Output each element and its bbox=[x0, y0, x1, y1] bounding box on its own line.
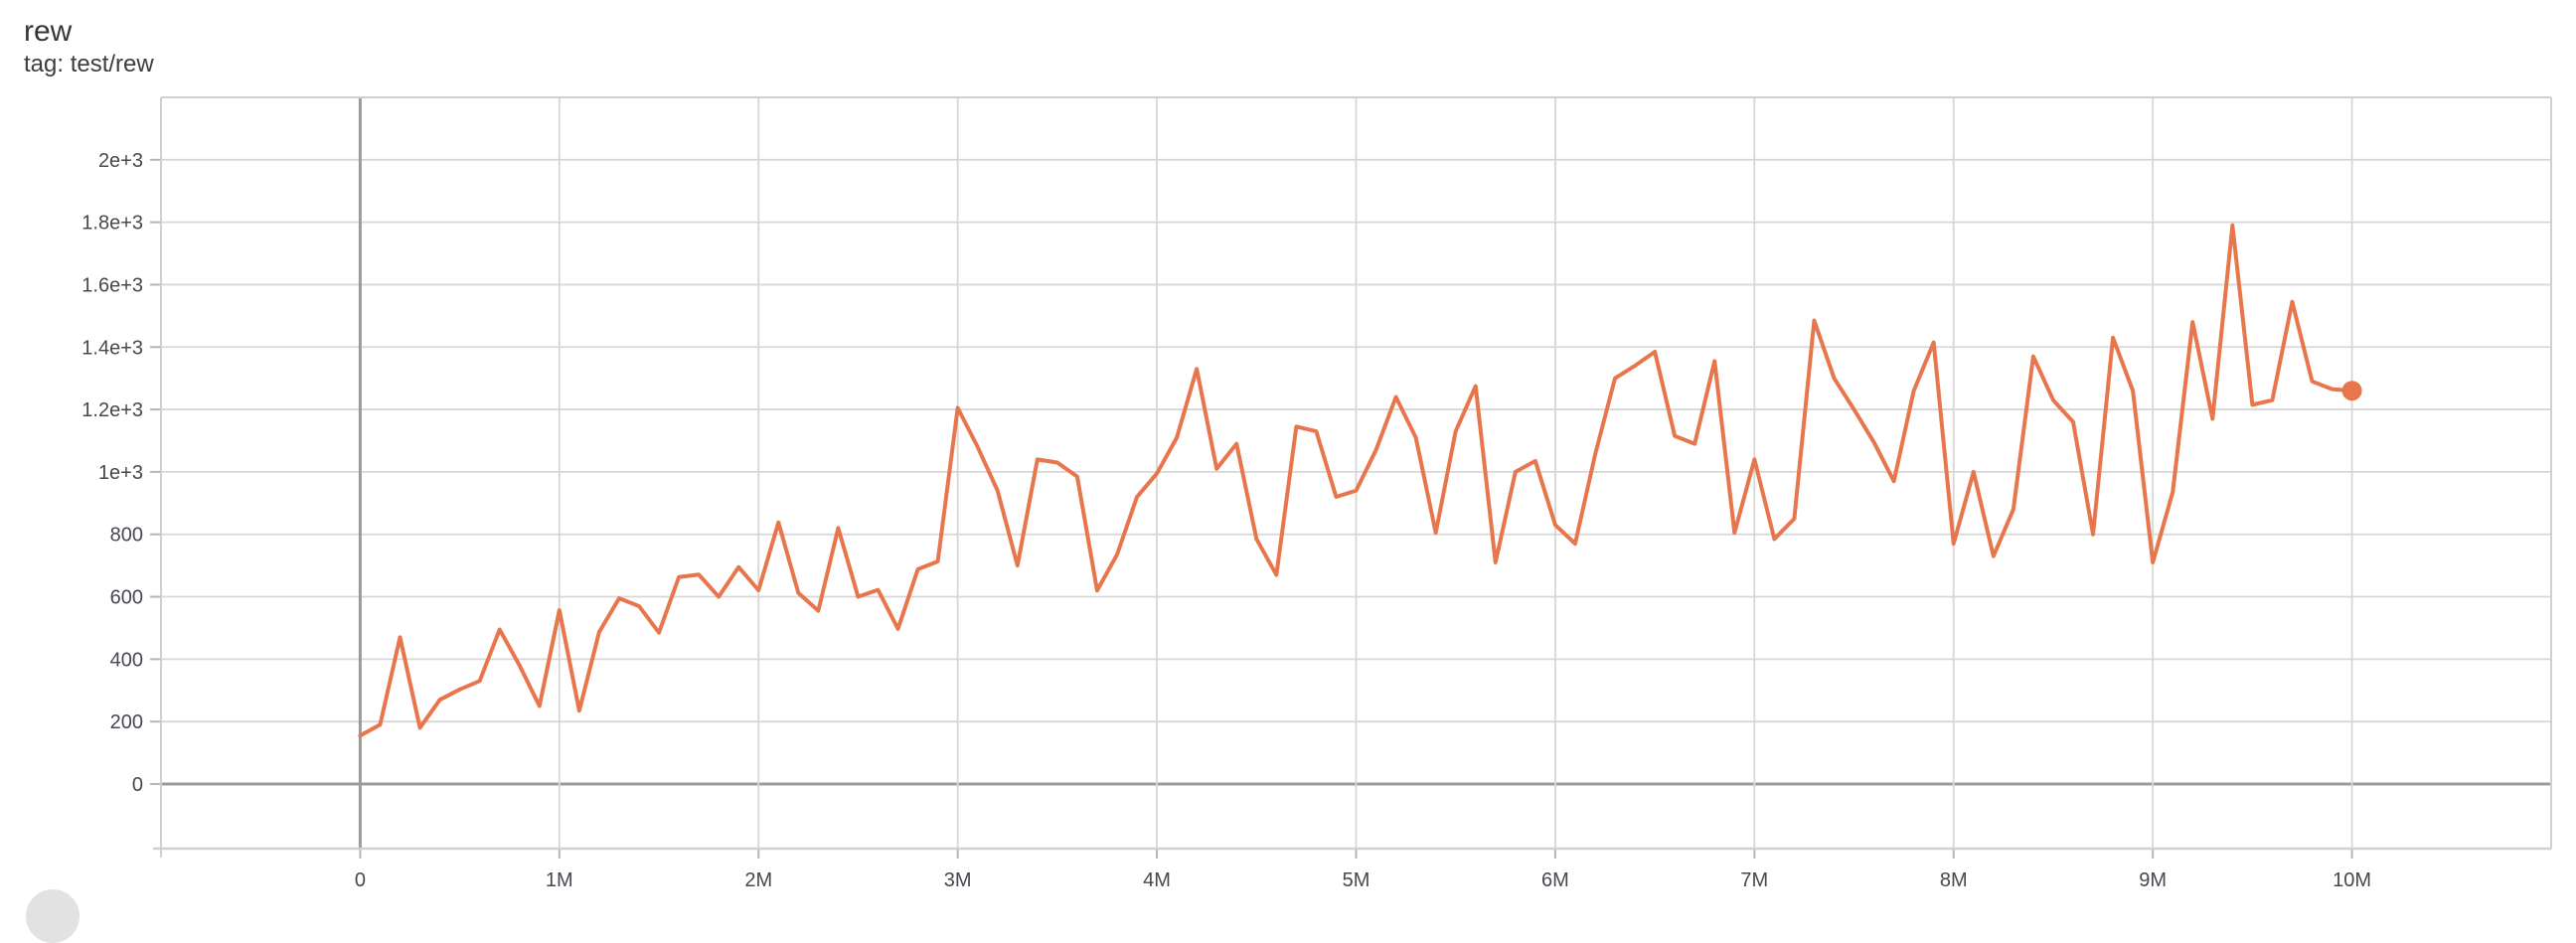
x-tick-label: 8M bbox=[1940, 869, 1968, 891]
series-end-dot bbox=[2341, 381, 2362, 401]
x-tick-label: 3M bbox=[944, 869, 972, 891]
y-tick-label: 1.4e+3 bbox=[81, 337, 143, 359]
y-tick-label: 800 bbox=[110, 525, 143, 547]
chart-header: rew tag: test/rew bbox=[24, 14, 154, 79]
y-tick-label: 1.6e+3 bbox=[81, 274, 143, 296]
x-tick-label: 4M bbox=[1143, 869, 1171, 891]
x-tick-label: 10M bbox=[2333, 869, 2371, 891]
y-tick-label: 400 bbox=[110, 649, 143, 671]
y-tick-label: 600 bbox=[110, 587, 143, 609]
x-tick-label: 2M bbox=[744, 869, 772, 891]
x-tick-label: 9M bbox=[2139, 869, 2167, 891]
x-tick-label: 7M bbox=[1740, 869, 1768, 891]
x-tick-label: 1M bbox=[546, 869, 573, 891]
chart-tag-subtitle: tag: test/rew bbox=[24, 51, 154, 78]
y-tick-label: 1.8e+3 bbox=[81, 213, 143, 235]
y-tick-label: 1.2e+3 bbox=[81, 399, 143, 421]
chart-title: rew bbox=[24, 15, 73, 48]
y-tick-label: 1e+3 bbox=[98, 462, 143, 484]
chart-canvas[interactable]: 0 200 400 600 800 1e+3 1.2e+3 1.4e+3 1.6e+3 1.8e+… bbox=[0, 0, 2576, 900]
y-tick-label: 0 bbox=[132, 774, 143, 796]
y-tick-label: 2e+3 bbox=[98, 150, 143, 172]
x-tick-label: 5M bbox=[1343, 869, 1370, 891]
series-line bbox=[358, 223, 2354, 738]
y-tick-label: 200 bbox=[110, 711, 143, 733]
x-tick-label: 6M bbox=[1541, 869, 1569, 891]
x-tick-label: 0 bbox=[355, 869, 366, 891]
partial-circle-decoration bbox=[26, 889, 80, 943]
